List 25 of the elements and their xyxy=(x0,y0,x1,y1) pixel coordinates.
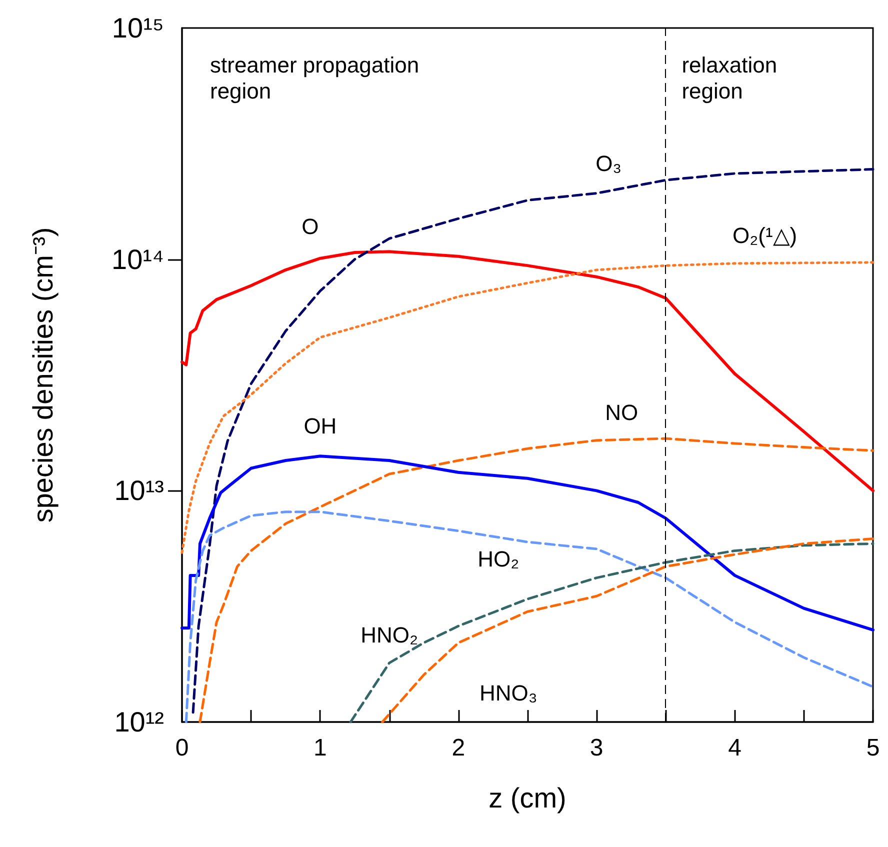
line-series xyxy=(180,250,874,492)
x-axis-title: z (cm) xyxy=(488,782,566,814)
y-tick-label: 10¹² xyxy=(114,706,164,738)
series-label: O₂(¹△) xyxy=(732,222,798,248)
series-label: HO₂ xyxy=(478,546,520,572)
y-tick-label: 10¹⁴ xyxy=(112,244,164,275)
series-label: NO xyxy=(605,400,638,425)
annotation: streamer propagation region xyxy=(210,52,426,104)
line-series xyxy=(198,437,874,724)
series-label: HNO₂ xyxy=(360,622,418,648)
x-tick-label: 1 xyxy=(314,734,327,762)
series-label: O xyxy=(302,214,319,239)
x-tick-label: 3 xyxy=(590,734,604,762)
x-tick-label: 2 xyxy=(452,734,466,762)
y-tick-label: 10¹⁵ xyxy=(112,12,164,44)
y-tick-label: 10¹³ xyxy=(114,475,164,506)
y-axis-title: species densities (cm⁻³) xyxy=(28,227,58,523)
series-label: O₃ xyxy=(596,150,622,176)
line-series xyxy=(184,510,874,724)
series-label: OH xyxy=(304,414,337,439)
series-label: HNO₃ xyxy=(479,680,538,706)
x-tick-label: 0 xyxy=(175,734,189,762)
annotation: relaxation region xyxy=(682,52,784,104)
x-tick-label: 5 xyxy=(866,734,880,762)
x-tick-label: 4 xyxy=(728,734,742,762)
